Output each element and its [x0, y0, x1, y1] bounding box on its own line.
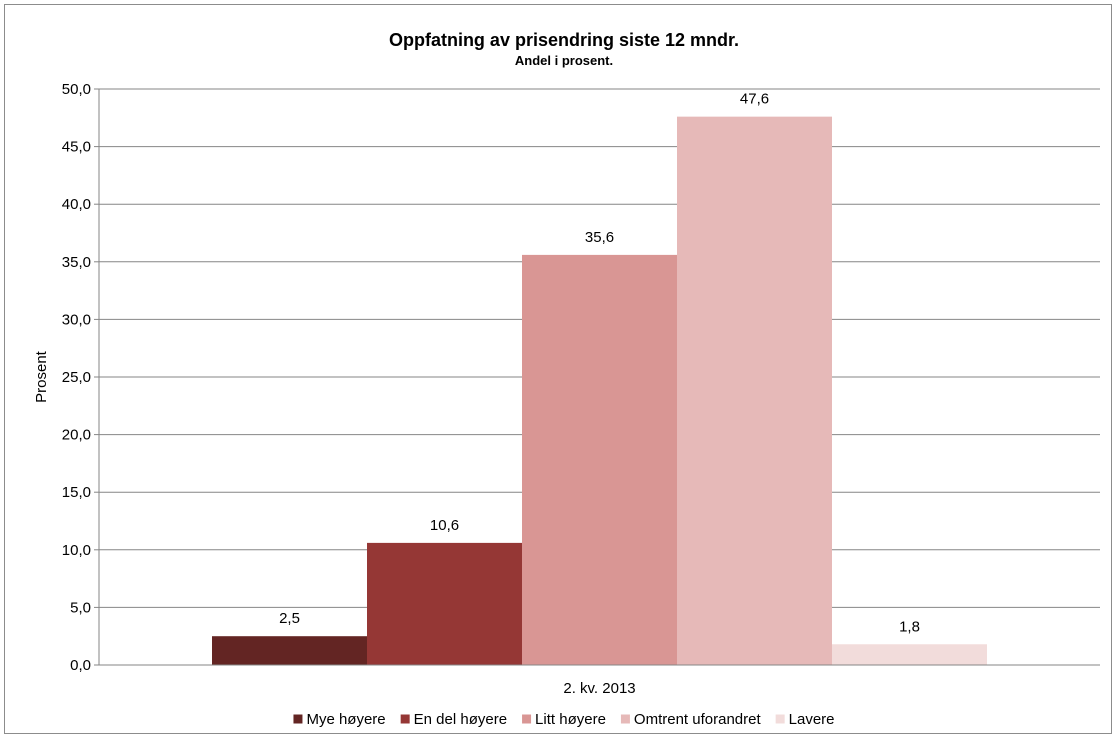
y-tick-label: 25,0	[62, 369, 91, 386]
legend-item: Lavere	[775, 711, 835, 728]
data-label: 2,5	[279, 610, 300, 627]
legend-item: Omtrent uforandret	[620, 711, 762, 728]
bar-lavere	[832, 644, 987, 665]
data-label: 10,6	[430, 517, 459, 534]
y-tick-label: 45,0	[62, 139, 91, 156]
legend-label: Mye høyere	[306, 711, 385, 728]
legend-label: Omtrent uforandret	[634, 711, 762, 728]
y-tick-label: 35,0	[62, 254, 91, 271]
y-tick-label: 10,0	[62, 542, 91, 559]
legend-item: En del høyere	[400, 711, 507, 728]
y-tick-label: 0,0	[70, 657, 91, 674]
data-label: 47,6	[740, 91, 769, 108]
legend-item: Mye høyere	[293, 711, 386, 728]
legend-label: Litt høyere	[535, 711, 606, 728]
x-tick-label: 2. kv. 2013	[563, 680, 635, 697]
y-tick-label: 15,0	[62, 484, 91, 501]
y-tick-label: 5,0	[70, 599, 91, 616]
chart-title: Oppfatning av prisendring siste 12 mndr.	[389, 30, 739, 50]
data-label: 35,6	[585, 229, 614, 246]
bar-en-del-høyere	[367, 542, 522, 665]
legend-label: En del høyere	[414, 711, 507, 728]
legend-swatch	[620, 714, 630, 724]
bar-mye-høyere	[212, 636, 367, 665]
legend-swatch	[293, 714, 303, 724]
y-tick-label: 50,0	[62, 81, 91, 98]
y-axis-label: Prosent	[33, 350, 50, 403]
data-label: 1,8	[899, 618, 920, 635]
legend-label: Lavere	[789, 711, 835, 728]
y-tick-label: 20,0	[62, 427, 91, 444]
legend-swatch	[775, 714, 785, 724]
legend-swatch	[522, 714, 532, 724]
chart-subtitle: Andel i prosent.	[515, 53, 613, 68]
legend-swatch	[400, 714, 410, 724]
bar-omtrent-uforandret	[677, 116, 832, 665]
legend-item: Litt høyere	[522, 711, 606, 728]
y-tick-label: 40,0	[62, 196, 91, 213]
bar-litt-høyere	[522, 254, 677, 665]
y-tick-label: 30,0	[62, 311, 91, 328]
